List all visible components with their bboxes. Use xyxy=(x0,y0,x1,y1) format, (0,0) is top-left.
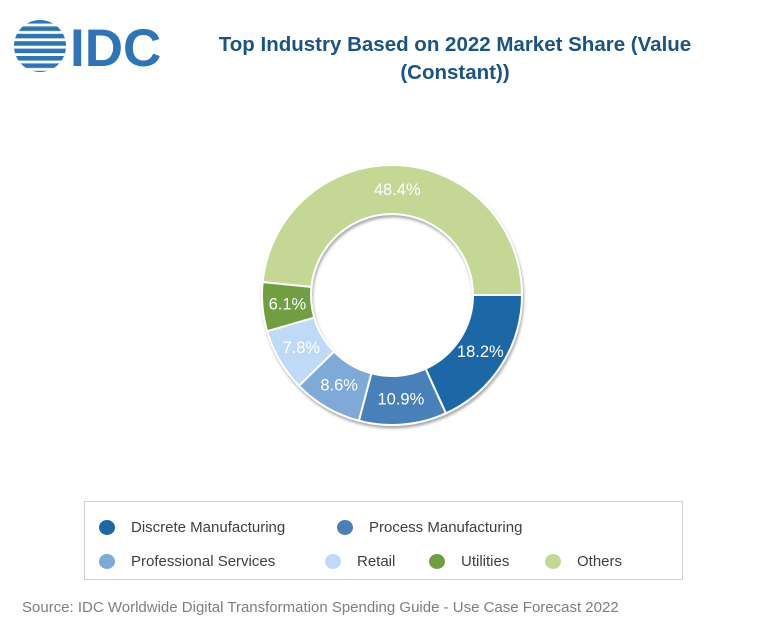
pie-label-process-manufacturing: 10.9% xyxy=(377,391,424,409)
legend-label-utilities: Utilities xyxy=(461,552,510,570)
donut-chart: 18.2% 10.9% 8.6% 7.8% 6.1% 48.4% xyxy=(222,125,562,465)
chart-title-line2: (Constant)) xyxy=(400,61,510,84)
legend-label-discrete-manufacturing: Discrete Manufacturing xyxy=(131,518,286,536)
idc-logo-graphic: IDC xyxy=(14,19,161,78)
legend-item-process-manufacturing: Process Manufacturing xyxy=(337,517,522,537)
pie-label-professional-services: 8.6% xyxy=(320,377,358,395)
legend-item-professional-services: Professional Services xyxy=(99,551,275,571)
legend-label-professional-services: Professional Services xyxy=(131,552,276,570)
legend-item-utilities: Utilities xyxy=(429,551,509,571)
legend-item-discrete-manufacturing: Discrete Manufacturing xyxy=(99,517,285,537)
pie-label-utilities: 6.1% xyxy=(269,296,307,314)
legend-marker-others xyxy=(545,553,561,569)
legend-marker-retail xyxy=(325,553,341,569)
globe-icon xyxy=(14,20,66,72)
legend-marker-process-manufacturing xyxy=(337,519,353,535)
pie-slice-others xyxy=(261,164,523,296)
pie-label-retail: 7.8% xyxy=(282,339,320,357)
legend-marker-utilities xyxy=(429,553,445,569)
legend-item-retail: Retail xyxy=(325,551,395,571)
legend-label-others: Others xyxy=(577,552,623,570)
idc-logo-text: IDC xyxy=(70,19,161,75)
chart-title-line1: Top Industry Based on 2022 Market Share … xyxy=(218,33,692,56)
pie-label-others: 48.4% xyxy=(374,181,421,199)
legend-label-retail: Retail xyxy=(357,552,396,570)
legend-label-process-manufacturing: Process Manufacturing xyxy=(369,518,523,536)
legend: Discrete Manufacturing Process Manufactur… xyxy=(84,501,683,580)
source-note: Source: IDC Worldwide Digital Transforma… xyxy=(22,599,619,616)
pie-label-discrete-manufacturing: 18.2% xyxy=(457,343,504,361)
idc-logo: IDC xyxy=(14,19,174,78)
chart-title: Top Industry Based on 2022 Market Share … xyxy=(185,31,725,87)
legend-item-others: Others xyxy=(545,551,622,571)
legend-marker-discrete-manufacturing xyxy=(99,519,115,535)
legend-marker-professional-services xyxy=(99,553,115,569)
